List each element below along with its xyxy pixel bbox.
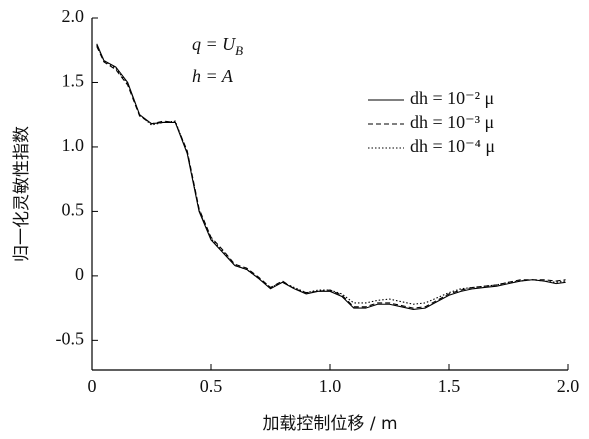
y-tick-label: -0.5 — [56, 328, 85, 348]
series-line — [96, 43, 566, 310]
legend-label: dh = 10⁻³ μ — [410, 112, 494, 132]
series-line — [96, 46, 566, 309]
x-axis-label: 加载控制位移 / m — [262, 414, 397, 434]
y-tick-label: 1.0 — [62, 135, 85, 155]
x-tick-label: 0.5 — [200, 376, 223, 396]
annotation-text: q = U — [192, 34, 236, 54]
x-tick-label: 1.0 — [319, 376, 342, 396]
x-tick-label: 2.0 — [557, 376, 580, 396]
y-tick-label: 0.5 — [62, 200, 85, 220]
annotation-subscript: B — [235, 43, 243, 58]
y-tick-label: 0 — [75, 264, 84, 284]
y-axis-label: 归一化灵敏性指数 — [12, 126, 32, 262]
x-tick-label: 0 — [88, 376, 97, 396]
annotation: q = UB — [192, 34, 243, 58]
x-tick-label: 1.5 — [438, 376, 461, 396]
legend-label: dh = 10⁻² μ — [410, 88, 494, 108]
y-tick-label: 1.5 — [62, 71, 85, 91]
legend-label: dh = 10⁻⁴ μ — [410, 136, 495, 156]
y-tick-label: 2.0 — [62, 6, 85, 26]
annotation: h = A — [192, 66, 234, 86]
series-line — [96, 44, 566, 305]
